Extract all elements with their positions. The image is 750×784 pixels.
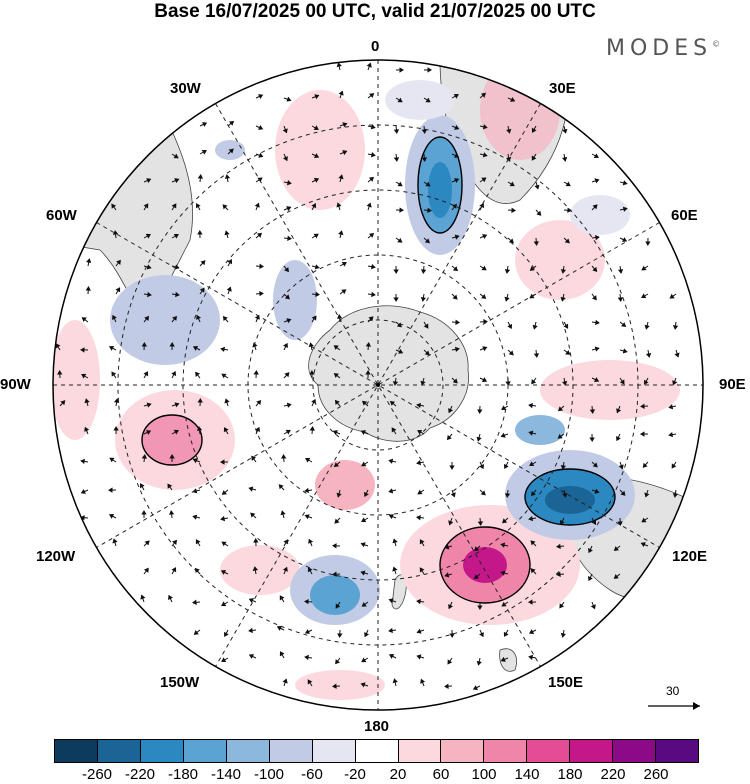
lon-label-0: 0: [371, 38, 379, 55]
anomaly-neg: [385, 80, 455, 120]
lon-label-60w: 60W: [46, 207, 77, 224]
colorbar-tick-label: -20: [344, 766, 366, 783]
colorbar-tick-label: 20: [390, 766, 407, 783]
colorbar-tick-label: -60: [301, 766, 323, 783]
anomaly-neg: [545, 486, 595, 514]
lon-label-90w: 90W: [0, 376, 31, 393]
colorbar-tick-label: -220: [125, 766, 155, 783]
lon-label-120w: 120W: [36, 548, 75, 565]
lon-label-90e: 90E: [719, 376, 746, 393]
anomaly-pos: [540, 360, 680, 420]
colorbar-segment: [227, 740, 270, 762]
colorbar-segment: [527, 740, 570, 762]
south-pole-marker: [376, 383, 380, 387]
anomaly-pos: [50, 320, 100, 440]
colorbar-segment: [313, 740, 356, 762]
anomaly-pos: [480, 60, 560, 160]
colorbar-tick-label: -100: [254, 766, 284, 783]
colorbar-segment: [441, 740, 484, 762]
lon-label-60e: 60E: [671, 207, 698, 224]
anomaly-neg: [515, 415, 565, 445]
colorbar-segment: [184, 740, 227, 762]
anomaly-neg: [428, 162, 452, 218]
colorbar-segment: [399, 740, 442, 762]
colorbar-tick-label: 140: [514, 766, 539, 783]
colorbar-segment: [55, 740, 98, 762]
polar-map: [0, 0, 750, 740]
colorbar-segment: [356, 740, 399, 762]
anomaly-neg: [570, 195, 630, 235]
reference-arrow: [648, 702, 700, 710]
lon-label-180: 180: [364, 718, 389, 735]
anomaly-neg: [310, 575, 360, 615]
anomaly-pos: [295, 670, 385, 700]
colorbar-tick-label: 180: [557, 766, 582, 783]
lon-label-30w: 30W: [170, 80, 201, 97]
colorbar-segment: [141, 740, 184, 762]
colorbar-tick-label: -260: [82, 766, 112, 783]
lon-label-30e: 30E: [549, 80, 576, 97]
colorbar-tick-label: 60: [433, 766, 450, 783]
anomaly-pos: [220, 545, 300, 595]
reference-vector-value: 30: [666, 684, 679, 698]
anomaly-pos: [315, 460, 375, 510]
colorbar-tick-label: 260: [643, 766, 668, 783]
colorbar-segment: [656, 740, 698, 762]
colorbar-tick-label: -180: [168, 766, 198, 783]
colorbar-segment: [613, 740, 656, 762]
colorbar-tick-label: 220: [600, 766, 625, 783]
lon-label-150w: 150W: [160, 674, 199, 691]
colorbar: [54, 739, 699, 763]
lon-label-150e: 150E: [548, 674, 583, 691]
colorbar-tick-label: 100: [471, 766, 496, 783]
colorbar-tick-label: -140: [211, 766, 241, 783]
colorbar-segment: [570, 740, 613, 762]
lon-label-120e: 120E: [672, 548, 707, 565]
colorbar-segment: [98, 740, 141, 762]
colorbar-segment: [484, 740, 527, 762]
anomaly-pos: [463, 547, 507, 583]
map-field: [40, 50, 720, 730]
colorbar-segment: [270, 740, 313, 762]
colorbar-ticks: -260 -220 -180 -140 -100 -60 -20 20 60 100 140 180 2…: [0, 766, 750, 784]
